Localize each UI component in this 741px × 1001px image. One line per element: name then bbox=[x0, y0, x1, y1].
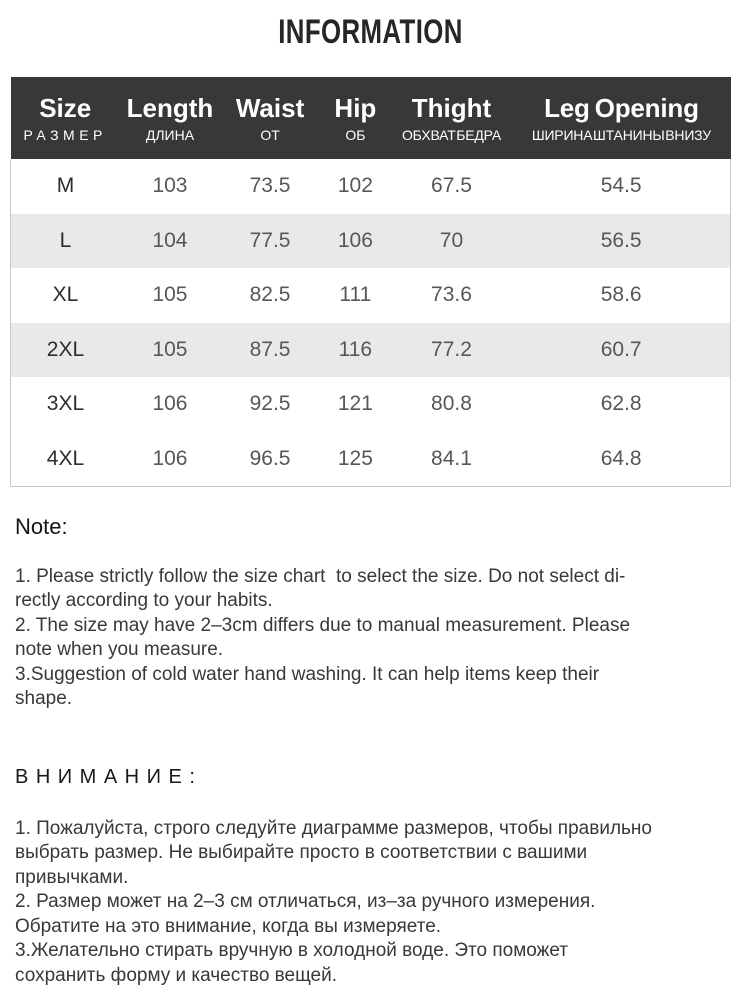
cell-length: 105 bbox=[119, 268, 221, 323]
column-label-ru: ОТ bbox=[260, 126, 280, 143]
cell-hip: 121 bbox=[320, 377, 391, 432]
cell-waist: 73.5 bbox=[220, 159, 321, 214]
note-heading-ru: ВНИМАНИЕ: bbox=[15, 765, 203, 788]
cell-size: M bbox=[9, 159, 120, 214]
column-label-ru: РАЗМЕР bbox=[23, 126, 107, 143]
table-row-4xl: 4XL 106 96.5 125 84.1 64.8 bbox=[9, 431, 732, 487]
note-section-en: Note: 1. Please strictly follow the size… bbox=[15, 513, 726, 712]
note-line: 2. The size may have 2–3cm differs due t… bbox=[15, 614, 631, 636]
cell-leg-opening: 62.8 bbox=[512, 377, 732, 432]
note-line: note when you measure. bbox=[15, 639, 224, 660]
cell-hip: 102 bbox=[320, 159, 391, 214]
column-header-waist: Waist ОТ bbox=[220, 77, 321, 159]
cell-length: 106 bbox=[119, 377, 221, 432]
column-label-en: Leg Opening bbox=[544, 92, 699, 123]
cell-thight: 84.1 bbox=[390, 431, 513, 487]
note-line: shape. bbox=[15, 688, 73, 709]
page-title: INFORMATION bbox=[278, 13, 463, 51]
table-row-l: L 104 77.5 106 70 56.5 bbox=[9, 213, 732, 268]
column-label-ru: ОБ bbox=[345, 126, 366, 143]
table-row-2xl: 2XL 105 87.5 116 77.2 60.7 bbox=[9, 322, 732, 377]
column-header-length: Length ДЛИНА bbox=[119, 77, 221, 159]
cell-leg-opening: 64.8 bbox=[512, 431, 732, 487]
note-section-ru: ВНИМАНИЕ: 1. Пожалуйста, строго следуйте… bbox=[15, 764, 726, 989]
table-row-3xl: 3XL 106 92.5 121 80.8 62.8 bbox=[9, 377, 732, 432]
header-row: Size РАЗМЕР Length ДЛИНА Waist ОТ Hip ОБ… bbox=[10, 77, 731, 159]
column-header-leg-opening: Leg Opening ШИРИНА ШТАНИНЫ ВНИЗУ bbox=[512, 77, 731, 159]
note-line: 2. Размер может на 2–3 см отличаться, из… bbox=[15, 891, 596, 912]
column-header-thight: Thight ОБХВАТ БЕДРА bbox=[390, 77, 513, 159]
column-header-size: Size РАЗМЕР bbox=[10, 77, 120, 159]
cell-waist: 92.5 bbox=[220, 377, 321, 432]
cell-length: 105 bbox=[119, 322, 221, 377]
note-line: 3.Suggestion of cold water hand washing.… bbox=[15, 663, 600, 685]
note-line: выбрать размер. Не выбирайте просто в со… bbox=[15, 842, 588, 863]
size-chart-header: Size РАЗМЕР Length ДЛИНА Waist ОТ Hip ОБ… bbox=[10, 77, 731, 159]
cell-waist: 96.5 bbox=[220, 431, 321, 487]
cell-leg-opening: 54.5 bbox=[512, 159, 732, 214]
column-label-en: Size bbox=[39, 92, 92, 123]
note-line: rectly according to your habits. bbox=[15, 590, 273, 611]
cell-length: 103 bbox=[119, 159, 221, 214]
cell-hip: 125 bbox=[320, 431, 391, 487]
note-heading-en: Note: bbox=[15, 513, 68, 539]
cell-hip: 116 bbox=[320, 322, 391, 377]
column-label-en: Hip bbox=[334, 92, 377, 123]
cell-leg-opening: 58.6 bbox=[512, 268, 732, 323]
column-label-ru: ОБХВАТ БЕДРА bbox=[401, 126, 501, 143]
note-line: Обратите на это внимание, когда вы измер… bbox=[15, 915, 442, 937]
cell-thight: 70 bbox=[390, 213, 513, 268]
column-label-ru: ДЛИНА bbox=[145, 126, 195, 143]
note-line: сохранить форму и качество вещей. bbox=[15, 964, 337, 986]
note-line: 1. Please strictly follow the size chart… bbox=[15, 565, 626, 587]
cell-waist: 77.5 bbox=[220, 213, 321, 268]
column-header-hip: Hip ОБ bbox=[320, 77, 391, 159]
cell-leg-opening: 56.5 bbox=[512, 213, 732, 268]
column-label-en: Length bbox=[126, 92, 214, 123]
note-line: 3.Желательно стирать вручную в холодной … bbox=[15, 940, 569, 961]
cell-leg-opening: 60.7 bbox=[512, 322, 732, 377]
size-chart: Size РАЗМЕР Length ДЛИНА Waist ОТ Hip ОБ… bbox=[9, 77, 732, 487]
note-line: привычками. bbox=[15, 866, 129, 888]
cell-size: 3XL bbox=[9, 377, 120, 432]
note-line: 1. Пожалуйста, строго следуйте диаграмме… bbox=[15, 817, 652, 839]
cell-size: L bbox=[9, 213, 120, 268]
cell-thight: 77.2 bbox=[390, 322, 513, 377]
cell-size: XL bbox=[9, 268, 120, 323]
cell-waist: 82.5 bbox=[220, 268, 321, 323]
column-label-en: Waist bbox=[235, 92, 305, 123]
cell-hip: 111 bbox=[320, 268, 391, 323]
cell-hip: 106 bbox=[320, 213, 391, 268]
cell-size: 2XL bbox=[9, 322, 120, 377]
cell-thight: 67.5 bbox=[390, 159, 513, 214]
column-label-ru: ШИРИНА ШТАНИНЫ ВНИЗУ bbox=[531, 126, 711, 143]
table-row-m: M 103 73.5 102 67.5 54.5 bbox=[9, 159, 732, 214]
column-label-en: Thight bbox=[411, 92, 492, 123]
note-body-ru: 1. Пожалуйста, строго следуйте диаграмме… bbox=[15, 817, 726, 989]
cell-size: 4XL bbox=[9, 431, 120, 487]
cell-thight: 80.8 bbox=[390, 377, 513, 432]
cell-waist: 87.5 bbox=[220, 322, 321, 377]
cell-thight: 73.6 bbox=[390, 268, 513, 323]
table-row-xl: XL 105 82.5 111 73.6 58.6 bbox=[9, 268, 732, 323]
note-body-en: 1. Please strictly follow the size chart… bbox=[15, 565, 726, 712]
size-chart-table: Size РАЗМЕР Length ДЛИНА Waist ОТ Hip ОБ… bbox=[9, 77, 732, 487]
cell-length: 106 bbox=[119, 431, 221, 487]
size-chart-body: M 103 73.5 102 67.5 54.5 L 104 77.5 106 … bbox=[9, 159, 732, 487]
cell-length: 104 bbox=[119, 213, 221, 268]
